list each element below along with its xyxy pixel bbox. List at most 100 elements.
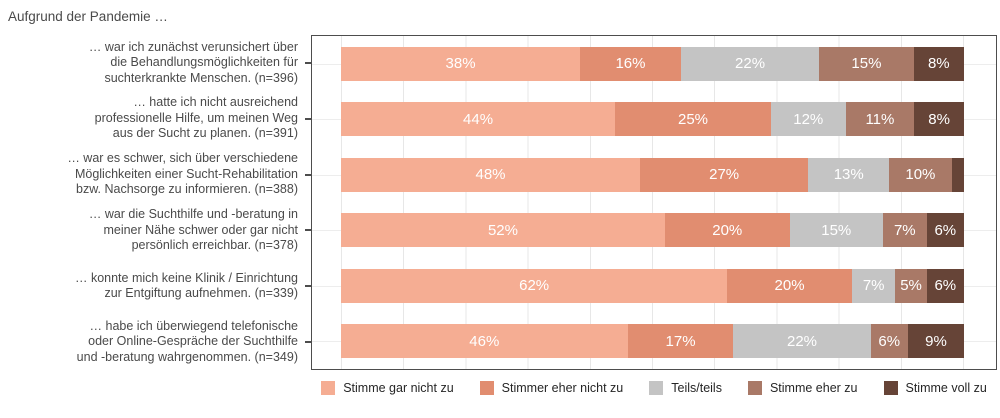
bar-segment: 8% bbox=[913, 46, 964, 81]
bar-segment: 44% bbox=[341, 102, 616, 137]
bar-segment: 22% bbox=[733, 324, 871, 359]
vertical-gridlines bbox=[341, 36, 964, 369]
bar-value-label: 16% bbox=[615, 55, 646, 73]
bar-value-label: 6% bbox=[934, 221, 957, 239]
category-label: … war die Suchthilfe und -beratung in me… bbox=[88, 207, 298, 253]
bar-segment: 13% bbox=[808, 157, 890, 192]
bar-value-label: 15% bbox=[851, 55, 882, 73]
bar-value-label: 22% bbox=[735, 55, 766, 73]
bar-value-label: 38% bbox=[445, 55, 476, 73]
bar-row: 44% 25% 12% 11% 8% bbox=[312, 92, 996, 148]
axis-label-row: … war es schwer, sich über verschiedene … bbox=[0, 147, 311, 203]
bar-value-label: 6% bbox=[878, 332, 901, 350]
legend-item: Teils/teils bbox=[649, 381, 722, 395]
stacked-bar: 62% 20% 7% 5% 6% bbox=[341, 268, 964, 303]
bar-value-label: 48% bbox=[475, 166, 506, 184]
stacked-bar: 44% 25% 12% 11% 8% bbox=[341, 102, 965, 137]
plot-panel: 38% 16% 22% 15% 8% 44% 25% 12% 11% 8% 48% 27% 13% 10%… bbox=[311, 35, 997, 370]
bar-segment: 17% bbox=[627, 324, 734, 359]
bar-segment: 27% bbox=[640, 157, 809, 192]
legend-item: Stimme voll zu bbox=[883, 381, 987, 395]
legend-item: Stimme gar nicht zu bbox=[321, 381, 454, 395]
bar-value-label: 52% bbox=[487, 221, 518, 239]
bar-value-label: 17% bbox=[665, 332, 696, 350]
legend-swatch-icon bbox=[321, 381, 336, 395]
bar-value-label: 10% bbox=[905, 166, 936, 184]
bar-segment: 15% bbox=[819, 46, 914, 81]
legend-label: Stimme gar nicht zu bbox=[343, 381, 454, 395]
legend-swatch-icon bbox=[479, 381, 494, 395]
bar-segment: 62% bbox=[341, 268, 728, 303]
bar-segment: 8% bbox=[914, 102, 965, 137]
axis-label-row: … war ich zunächst verunsichert über die… bbox=[0, 35, 311, 91]
bar-segment: 52% bbox=[341, 213, 665, 248]
axis-label-row: … habe ich überwiegend telefonische oder… bbox=[0, 314, 311, 370]
bar-segment: 6% bbox=[926, 268, 964, 303]
bar-segment: 5% bbox=[895, 268, 927, 303]
bar-value-label: 12% bbox=[793, 110, 824, 128]
bar-value-label: 22% bbox=[787, 332, 818, 350]
legend-item: Stimmer eher nicht zu bbox=[479, 381, 624, 395]
bar-value-label: 9% bbox=[925, 332, 947, 350]
bar-value-label: 7% bbox=[893, 221, 916, 239]
axis-tick-mark bbox=[305, 341, 311, 344]
bar-segment: 46% bbox=[341, 324, 628, 359]
bar-segment: 11% bbox=[845, 102, 915, 137]
legend-swatch-icon bbox=[883, 381, 898, 395]
bar-row: 52% 20% 15% 7% 6% bbox=[312, 203, 996, 259]
bar-value-label: 6% bbox=[934, 277, 957, 295]
legend-swatch-icon bbox=[649, 381, 664, 395]
bar-value-label: 5% bbox=[900, 277, 922, 295]
bar-value-label: 46% bbox=[469, 332, 500, 350]
bar-segment: 38% bbox=[341, 46, 581, 81]
stacked-bar: 52% 20% 15% 7% 6% bbox=[341, 213, 964, 248]
bar-segment: 16% bbox=[580, 46, 681, 81]
bar-value-label: 20% bbox=[712, 221, 743, 239]
bar-segment: 48% bbox=[341, 157, 641, 192]
axis-tick-mark bbox=[305, 285, 311, 288]
axis-label-row: … konnte mich keine Klinik / Einrichtung… bbox=[0, 258, 311, 314]
bar-segment: 10% bbox=[889, 157, 952, 192]
bar-row: 38% 16% 22% 15% 8% bbox=[312, 36, 996, 92]
bar-segment: 7% bbox=[851, 268, 896, 303]
bar-value-label: 8% bbox=[927, 55, 950, 73]
axis-tick-mark bbox=[305, 61, 311, 64]
bar-segment: 7% bbox=[883, 213, 927, 248]
plot-area: … war ich zunächst verunsichert über die… bbox=[0, 35, 997, 370]
bar-value-label: 8% bbox=[928, 110, 950, 128]
bar-value-label: 15% bbox=[821, 221, 852, 239]
bar-segment bbox=[951, 157, 964, 192]
bar-value-label: 7% bbox=[862, 277, 885, 295]
legend-item: Stimme eher zu bbox=[747, 381, 858, 395]
category-label: … war ich zunächst verunsichert über die… bbox=[88, 39, 298, 85]
axis-label-row: … war die Suchthilfe und -beratung in me… bbox=[0, 202, 311, 258]
legend: Stimme gar nicht zu Stimmer eher nicht zu… bbox=[311, 381, 997, 395]
bar-row: 48% 27% 13% 10% bbox=[312, 147, 996, 203]
bar-segment: 6% bbox=[926, 213, 964, 248]
bar-value-label: 25% bbox=[677, 110, 709, 128]
stacked-bar: 46% 17% 22% 6% 9% bbox=[341, 324, 964, 359]
legend-label: Stimme eher zu bbox=[769, 381, 858, 395]
legend-label: Stimmer eher nicht zu bbox=[501, 381, 624, 395]
legend-label: Stimme voll zu bbox=[905, 381, 987, 395]
plot-panel-rows: 38% 16% 22% 15% 8% 44% 25% 12% 11% 8% 48% 27% 13% 10%… bbox=[312, 36, 996, 369]
bar-segment: 9% bbox=[907, 324, 964, 359]
legend-label: Teils/teils bbox=[671, 381, 722, 395]
stacked-bar: 48% 27% 13% 10% bbox=[341, 157, 964, 192]
bar-segment: 15% bbox=[789, 213, 883, 248]
bar-value-label: 62% bbox=[519, 277, 550, 295]
category-label: … hatte ich nicht ausreichend profession… bbox=[94, 95, 298, 141]
bar-value-label: 13% bbox=[833, 166, 864, 184]
axis-label-row: … hatte ich nicht ausreichend profession… bbox=[0, 91, 311, 147]
bar-segment: 20% bbox=[664, 213, 790, 248]
bar-value-label: 20% bbox=[774, 277, 805, 295]
bar-row: 46% 17% 22% 6% 9% bbox=[312, 314, 996, 370]
bar-segment: 22% bbox=[680, 46, 820, 81]
category-label: … habe ich überwiegend telefonische oder… bbox=[76, 318, 298, 364]
bar-segment: 20% bbox=[727, 268, 852, 303]
category-label: … konnte mich keine Klinik / Einrichtung… bbox=[74, 270, 298, 301]
axis-tick-mark bbox=[305, 117, 311, 120]
axis-tick-mark bbox=[305, 173, 311, 176]
axis-tick-mark bbox=[305, 229, 311, 232]
